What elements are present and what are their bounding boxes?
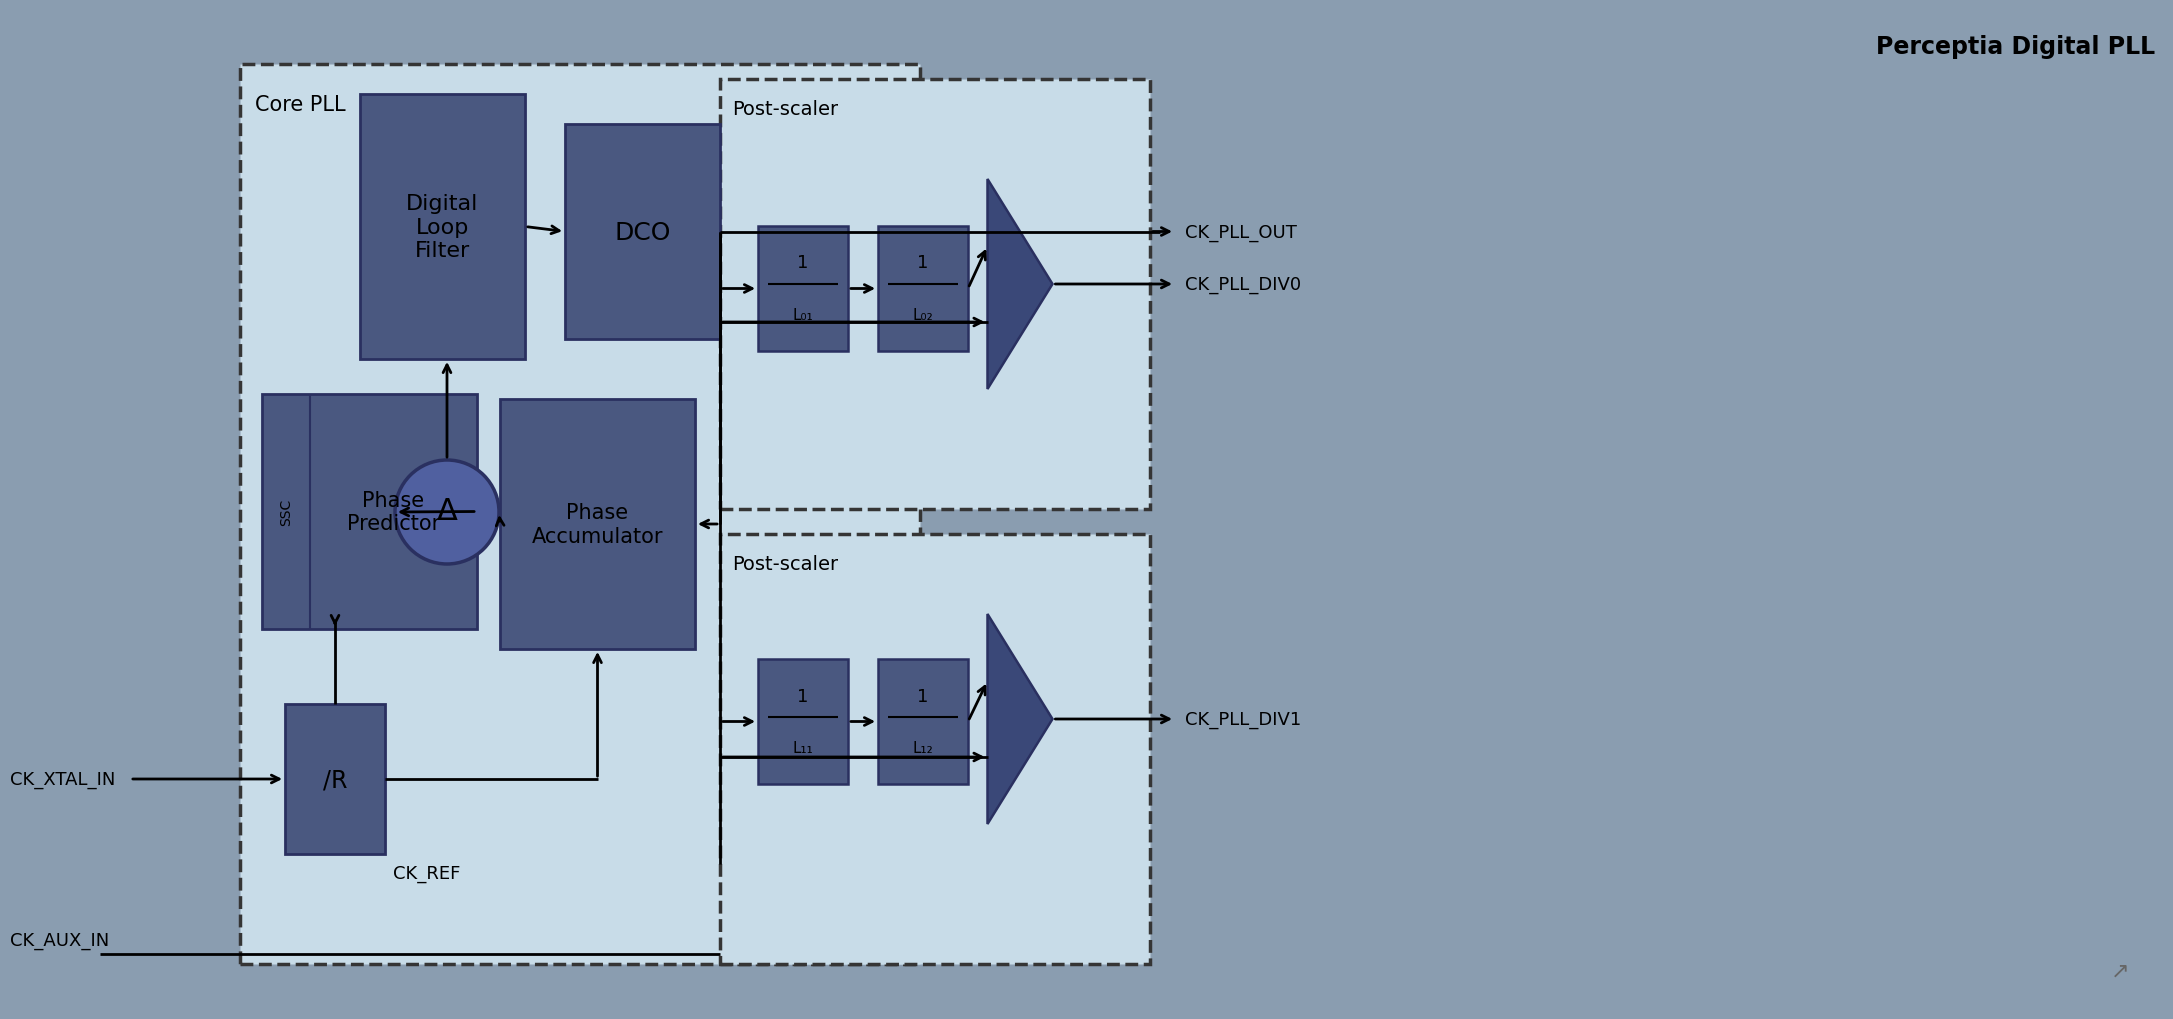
Bar: [758, 659, 847, 785]
Text: 1: 1: [917, 687, 928, 705]
Polygon shape: [987, 179, 1052, 389]
Text: L₀₁: L₀₁: [793, 308, 813, 323]
Text: L₀₂: L₀₂: [913, 308, 934, 323]
Bar: [500, 399, 695, 649]
Bar: [565, 125, 719, 339]
Polygon shape: [987, 614, 1052, 824]
Circle shape: [395, 461, 500, 565]
Text: ↗: ↗: [2112, 961, 2130, 981]
Bar: [239, 65, 919, 964]
Text: Perceptia Digital PLL: Perceptia Digital PLL: [1875, 35, 2156, 59]
Text: CK_PLL_OUT: CK_PLL_OUT: [1184, 223, 1297, 242]
Text: L₁₁: L₁₁: [793, 740, 813, 755]
Bar: [719, 535, 1150, 964]
Text: CK_AUX_IN: CK_AUX_IN: [11, 931, 109, 949]
Text: Post-scaler: Post-scaler: [732, 554, 839, 574]
Bar: [285, 704, 385, 854]
Text: 1: 1: [797, 255, 808, 272]
Bar: [758, 227, 847, 352]
Text: Phase
Predictor: Phase Predictor: [348, 490, 441, 534]
Text: Core PLL: Core PLL: [254, 95, 346, 115]
Text: CK_PLL_DIV1: CK_PLL_DIV1: [1184, 710, 1302, 729]
Text: CK_REF: CK_REF: [393, 864, 461, 882]
Bar: [263, 394, 478, 630]
Text: 1: 1: [917, 255, 928, 272]
Text: SSC: SSC: [278, 498, 293, 526]
Bar: [719, 79, 1150, 510]
Text: CK_XTAL_IN: CK_XTAL_IN: [11, 770, 115, 789]
Text: DCO: DCO: [615, 220, 671, 245]
Text: L₁₂: L₁₂: [913, 740, 934, 755]
Bar: [878, 659, 967, 785]
Text: Δ: Δ: [437, 496, 459, 525]
Text: /R: /R: [324, 767, 348, 791]
Text: Phase
Accumulator: Phase Accumulator: [532, 503, 663, 546]
Bar: [878, 227, 967, 352]
Text: CK_PLL_DIV0: CK_PLL_DIV0: [1184, 276, 1302, 293]
Bar: [361, 95, 526, 360]
Text: Digital
Loop
Filter: Digital Loop Filter: [406, 194, 478, 261]
Text: Post-scaler: Post-scaler: [732, 100, 839, 119]
Text: 1: 1: [797, 687, 808, 705]
